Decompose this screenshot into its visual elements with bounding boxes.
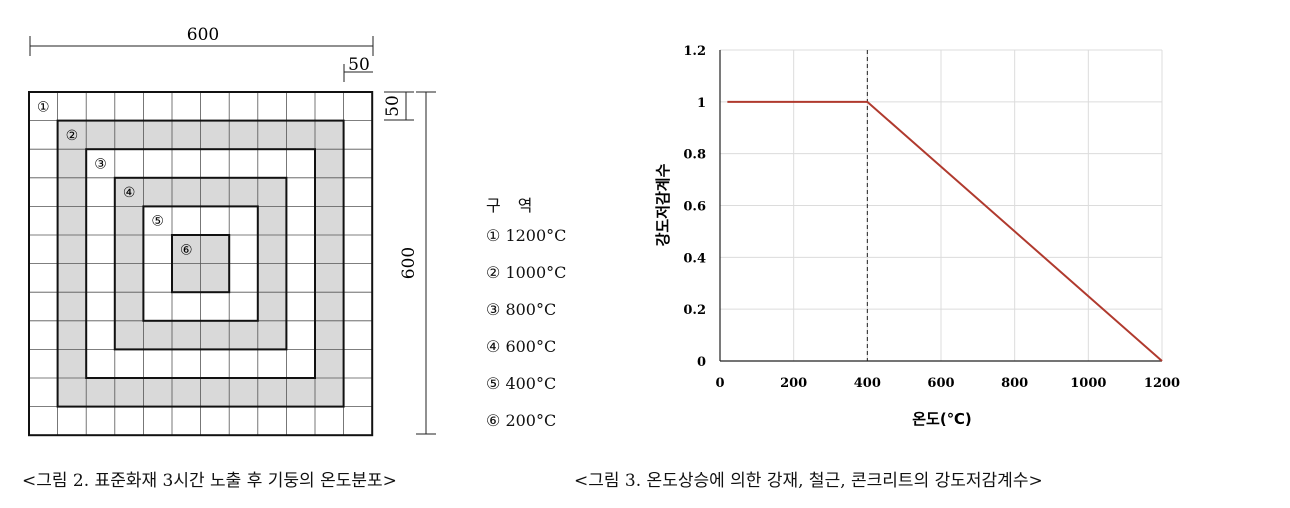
legend-temp: 1000°C [505,263,567,282]
cell-dimension-top: 50 [343,55,373,82]
legend-mark: ④ [486,337,501,356]
y-tick-labels: 0 0.2 0.4 0.6 0.8 1 1.2 [683,44,706,370]
legend-item: ② 1000°C [486,263,566,300]
legend-item: ③ 800°C [486,300,566,337]
cell-dimension-right: 50 [383,91,414,121]
x-tick-label: 400 [854,376,881,391]
zone-label: ③ [94,157,107,173]
zone-border [85,148,316,379]
zone-legend: 구 역 ① 1200°C ② 1000°C ③ 800°C ④ 600°C ⑤ … [486,192,566,448]
y-tick-label: 0.4 [683,251,706,266]
x-tick-label: 1000 [1070,376,1106,391]
zone-label: ② [66,128,79,144]
y-tick-label: 0.6 [683,200,706,215]
y-tick-label: 1 [697,96,706,111]
y-axis-label: 강도저감계수 [654,163,672,246]
x-tick-label: 800 [1001,376,1028,391]
legend-item: ④ 600°C [486,337,566,374]
legend-temp: 400°C [505,374,557,393]
y-tick-label: 0 [697,355,706,370]
legend-temp: 600°C [505,337,557,356]
side-dimension: 600 [399,91,436,435]
zone-label: ⑥ [180,242,193,258]
chart-series [727,100,1163,362]
zone-border [171,234,231,294]
legend-item: ⑤ 400°C [486,374,566,411]
legend-mark: ② [486,263,501,282]
zone-border [113,176,288,351]
cell-dimension-right-label: 50 [383,95,403,117]
top-dimension-label: 600 [187,25,219,45]
cell-dimension-top-label: 50 [348,55,370,75]
y-tick-label: 0.2 [683,303,706,318]
zone-borders [28,91,374,437]
legend-mark: ① [486,226,501,245]
zone-border [56,119,345,408]
zone-label: ⑤ [151,214,164,230]
legend-temp: 800°C [505,300,557,319]
top-dimension: 600 [29,25,374,56]
zone-label: ④ [123,185,136,201]
figure3-caption: <그림 3. 온도상승에 의한 강재, 철근, 콘크리트의 강도저감계수> [574,471,1043,491]
side-dimension-label: 600 [399,247,419,279]
x-tick-labels: 0 200 400 600 800 1000 1200 [715,376,1180,391]
legend-item: ① 1200°C [486,226,566,263]
legend-item: ⑥ 200°C [486,411,566,448]
zone-border [28,91,374,437]
legend-temp: 200°C [505,411,557,430]
y-tick-label: 1.2 [683,44,706,59]
figure2-caption: <그림 2. 표준화재 3시간 노출 후 기둥의 온도분포> [22,471,397,491]
chart-grid [719,49,1163,362]
chart-axes [719,50,1162,362]
legend-mark: ⑤ [486,374,501,393]
zone-label: ① [37,99,50,115]
zone-border [142,205,259,322]
series-line [727,100,1163,362]
legend-temp: 1200°C [505,226,567,245]
x-tick-label: 1200 [1144,376,1180,391]
legend-mark: ③ [486,300,501,319]
x-axis-label: 온도(℃) [912,410,971,428]
x-tick-label: 200 [780,376,807,391]
legend-mark: ⑥ [486,411,501,430]
legend-title: 구 역 [486,196,539,215]
x-tick-label: 0 [715,376,724,391]
x-tick-label: 600 [927,376,954,391]
y-tick-label: 0.8 [683,148,706,163]
